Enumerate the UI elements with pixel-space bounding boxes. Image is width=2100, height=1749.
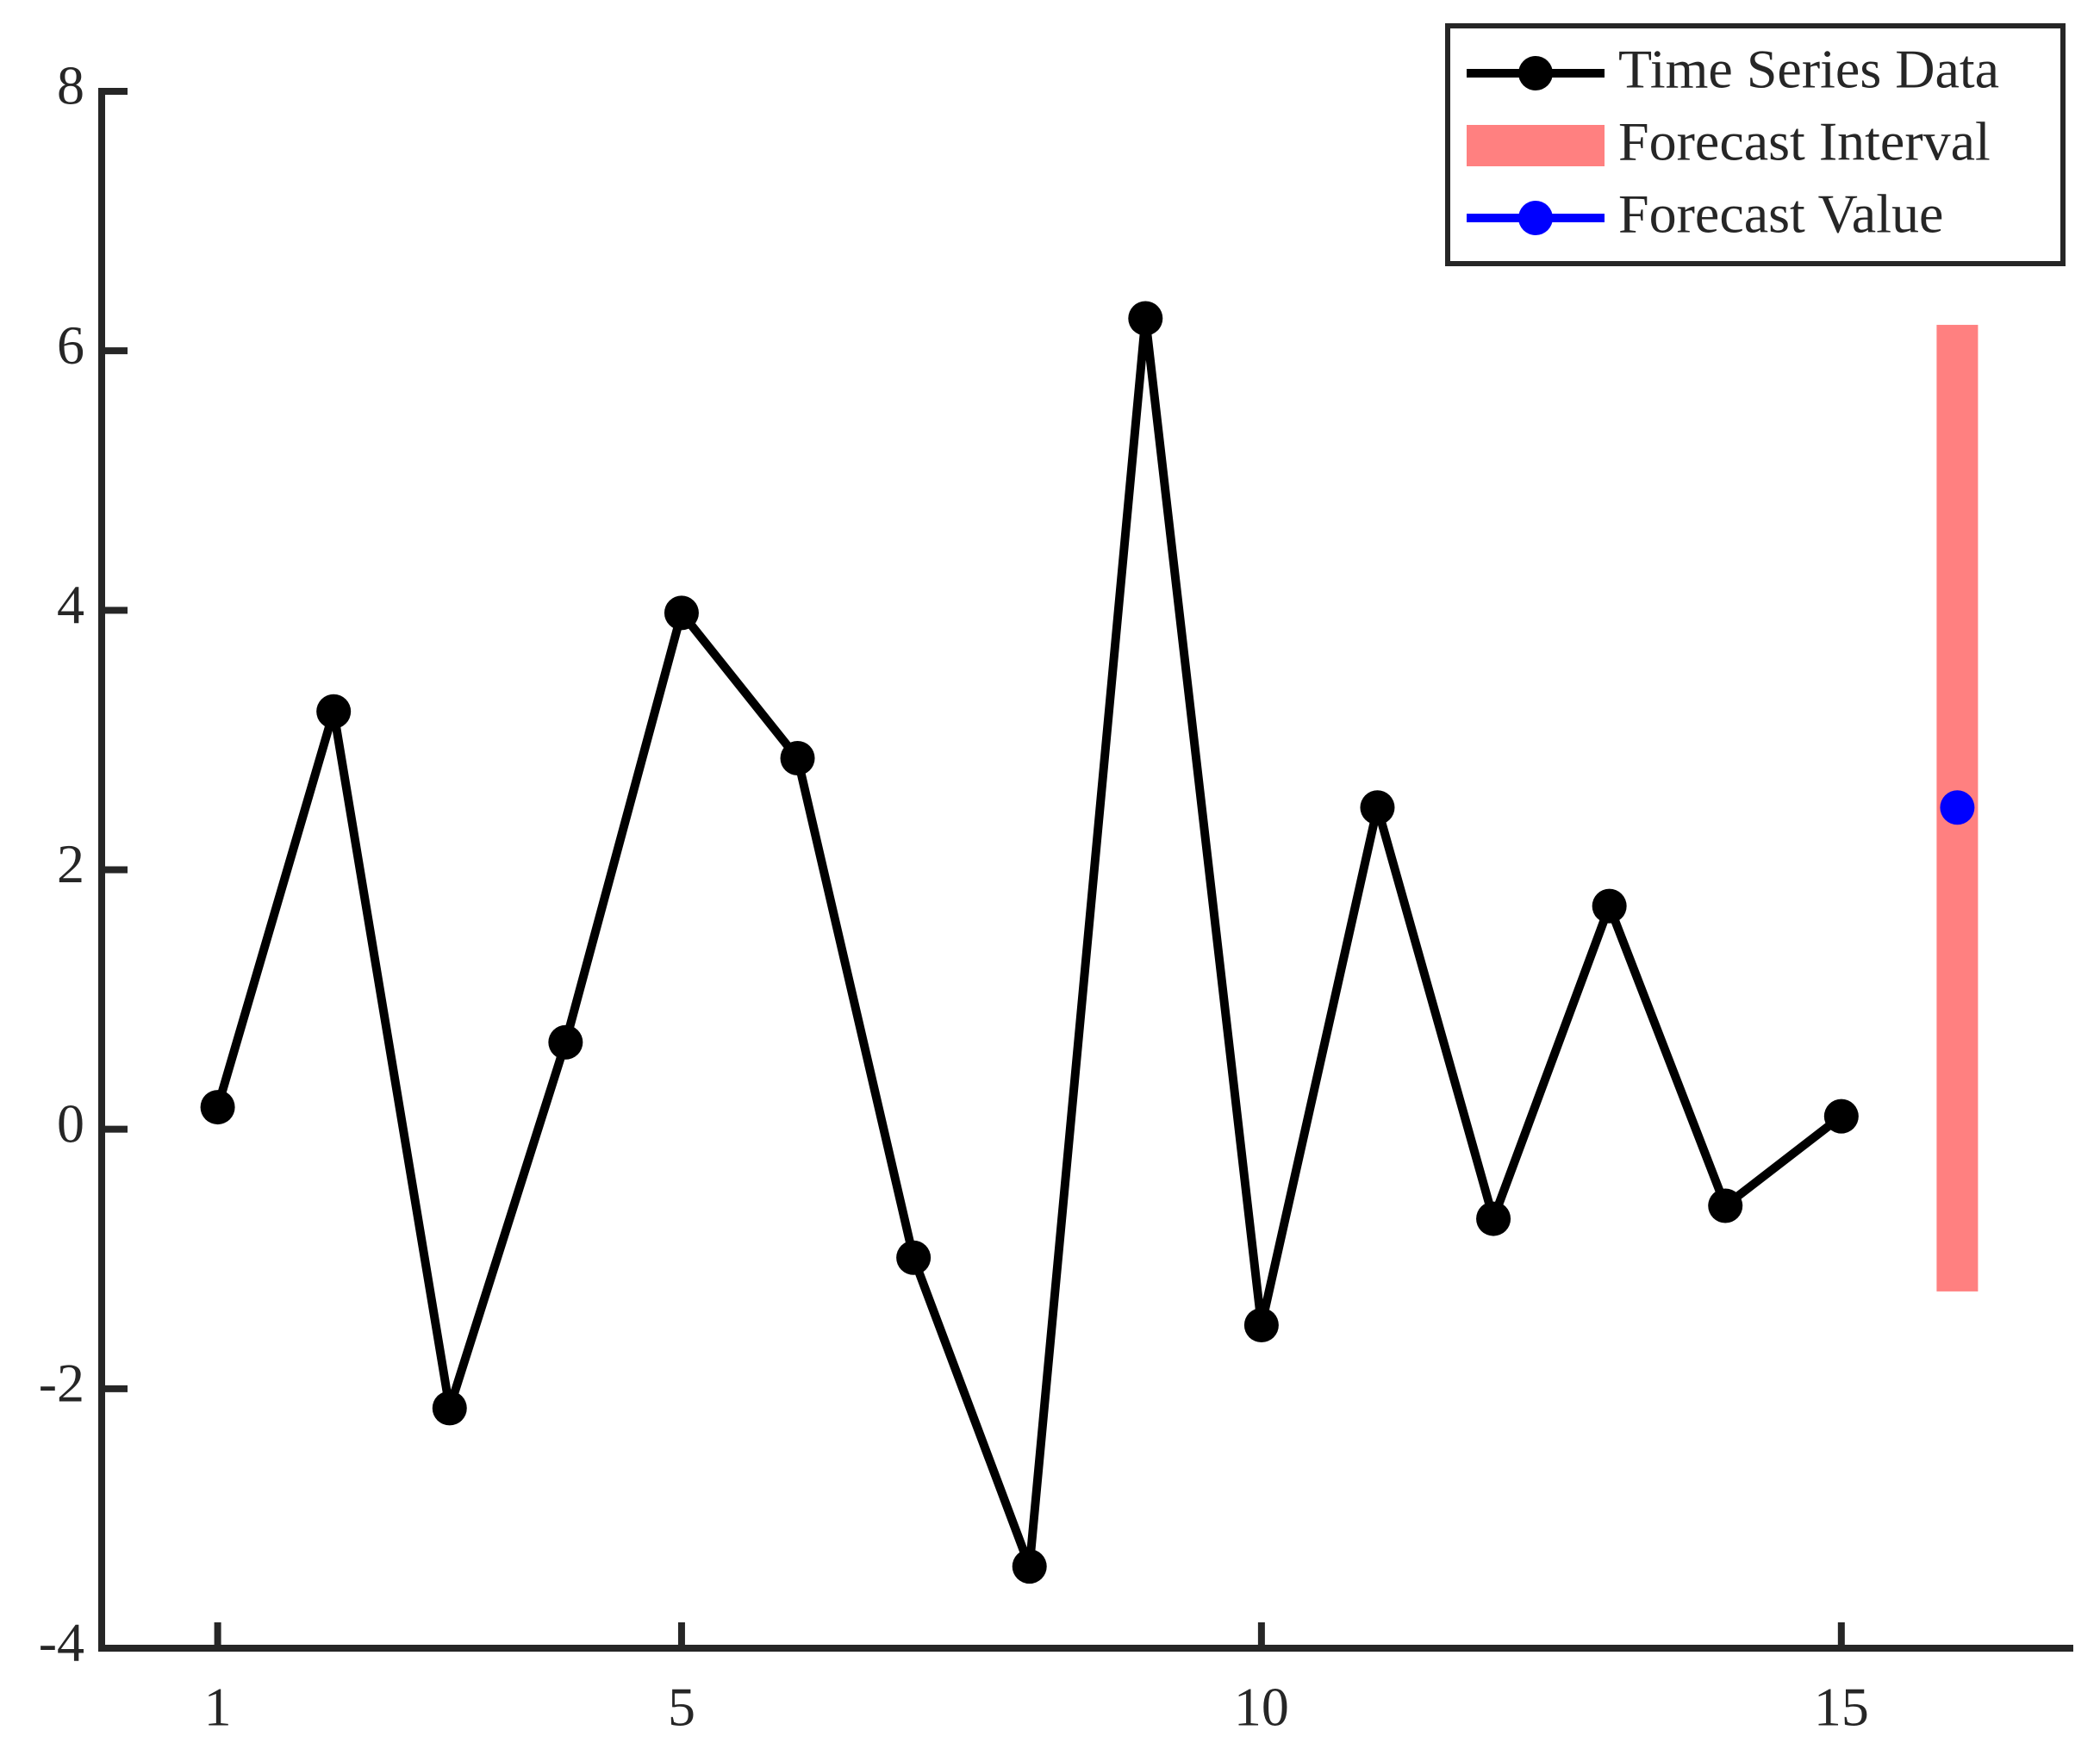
legend-label: Forecast Interval	[1618, 111, 1991, 172]
data-point	[200, 1090, 235, 1125]
y-tick-label: -4	[39, 1612, 84, 1673]
data-point	[1823, 1099, 1859, 1134]
x-tick-label: 1	[204, 1677, 232, 1738]
forecast-point	[1940, 790, 1975, 825]
data-point	[1592, 888, 1627, 924]
x-tick-label: 10	[1234, 1677, 1289, 1738]
legend-marker	[1518, 56, 1553, 90]
data-point	[1708, 1188, 1743, 1223]
legend-patch	[1467, 125, 1605, 166]
series-line	[213, 314, 1844, 1572]
data-point	[432, 1391, 467, 1426]
y-tick-label: 2	[57, 833, 84, 894]
y-tick-label: 0	[57, 1092, 84, 1154]
data-point	[896, 1240, 932, 1275]
legend-label: Time Series Data	[1618, 39, 1999, 100]
y-tick-label: 8	[57, 55, 84, 116]
y-tick-label: 6	[57, 314, 84, 376]
data-point	[1012, 1549, 1047, 1584]
data-point	[1243, 1308, 1279, 1343]
data-point	[780, 740, 815, 775]
legend-label: Forecast Value	[1618, 184, 1943, 245]
x-tick-label: 5	[668, 1677, 695, 1738]
data-point	[316, 694, 352, 729]
x-tick-label: 15	[1814, 1677, 1869, 1738]
data-point	[1476, 1201, 1511, 1236]
data-point	[1360, 790, 1395, 825]
data-point	[1128, 301, 1163, 336]
y-tick-label: -2	[39, 1353, 84, 1414]
y-tick-label: 4	[57, 574, 84, 635]
data-point	[548, 1024, 583, 1060]
data-point	[664, 595, 699, 631]
legend-marker	[1518, 201, 1553, 235]
